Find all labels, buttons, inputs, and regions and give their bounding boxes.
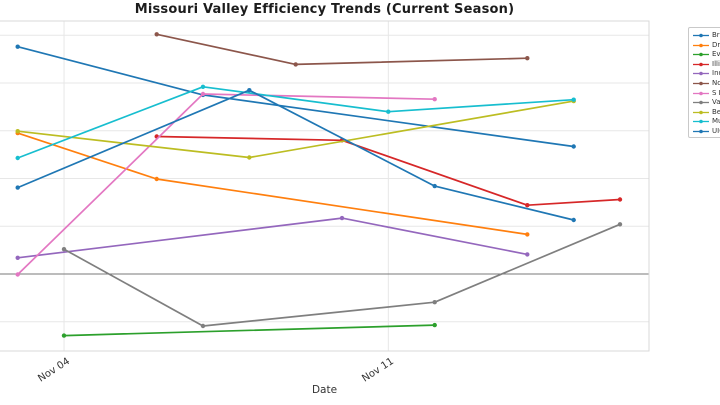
data-point-marker [525,203,530,208]
series-line [16,89,575,221]
legend-line-sample [693,33,709,38]
series-nor [154,32,530,67]
legend-line-sample [693,53,709,57]
data-point-marker [61,247,67,252]
legend-label: Nor [712,79,720,87]
legend-item: Eva [693,50,720,60]
legend-label: Mu [712,117,720,126]
data-point-marker [432,300,437,305]
series-eva [61,322,437,338]
legend: BraDraEvaIllinIndNorS IlValBelMuUIC [688,27,720,138]
legend-label: Illin [712,59,720,68]
series-line [16,93,436,276]
data-point-marker [15,44,20,49]
data-point-marker [571,97,576,102]
data-point-marker [571,217,576,223]
data-point-marker [293,62,298,67]
legend-line-sample [693,110,709,114]
data-point-marker [525,56,530,61]
data-point-marker [339,215,345,221]
legend-item: S Il [693,88,720,98]
legend-label: Bel [712,107,720,116]
series-mu [15,84,576,161]
legend-label: Dra [712,40,720,49]
legend-label: S Il [712,88,720,97]
data-point-marker [15,185,20,190]
data-point-marker [617,222,623,227]
data-point-marker [525,252,530,257]
data-point-marker [15,155,20,161]
legend-line-sample [693,100,709,105]
legend-line-sample [693,43,709,48]
legend-item: Nor [693,79,720,89]
data-point-marker [15,255,20,260]
series-line [63,324,436,337]
series-uic [15,88,576,223]
chart-title: Missouri Valley Efficiency Trends (Curre… [134,2,515,17]
series-line [155,135,621,207]
data-point-marker [15,129,20,134]
legend-item: Mu [693,117,720,127]
legend-line-sample [693,129,709,134]
data-point-marker [617,197,623,202]
series-ind [15,215,530,260]
legend-label: Ind [712,69,720,78]
data-point-marker [571,144,576,149]
legend-item: Bel [693,107,720,117]
data-point-marker [154,176,159,182]
legend-item: UIC [693,126,720,136]
data-point-marker [247,155,252,160]
series-line [16,85,575,159]
legend-label: Eva [712,50,720,59]
data-point-marker [154,32,159,37]
legend-item: Val [693,98,720,108]
series-line [16,100,575,159]
series-val [61,222,623,329]
series-line [63,223,621,327]
series-s-il [15,91,437,277]
series-line [155,33,529,66]
data-point-marker [200,91,206,97]
data-point-marker [432,97,437,102]
legend-item: Dra [693,41,720,51]
legend-label: UIC [712,126,720,135]
legend-line-sample [693,62,709,67]
series-dra [15,130,530,237]
legend-label: Bra [712,31,720,40]
plot-frame [0,20,650,352]
data-point-marker [432,322,437,328]
x-axis-title: Date [311,384,338,396]
series-line [16,132,529,236]
legend-item: Illin [693,60,720,70]
legend-line-sample [693,119,709,124]
legend-item: Ind [693,69,720,79]
legend-line-sample [693,72,709,76]
legend-line-sample [693,81,709,86]
data-point-marker [200,84,206,90]
data-point-marker [15,272,20,277]
legend-item: Bra [693,31,720,41]
data-point-marker [432,183,437,189]
data-point-marker [61,333,67,338]
data-point-marker [247,88,252,93]
legend-label: Val [712,98,720,107]
data-point-marker [200,323,206,329]
data-point-marker [386,109,391,114]
legend-line-sample [693,91,709,95]
data-point-marker [525,232,530,237]
series-line [16,217,529,259]
